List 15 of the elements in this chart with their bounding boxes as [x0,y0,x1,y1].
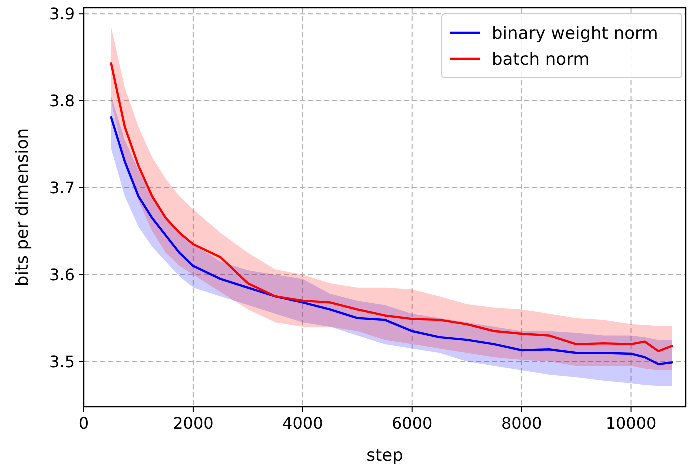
x-tick-label: 0 [78,414,90,433]
y-tick-label: 3.5 [50,352,75,372]
x-tick-label: 10000 [606,414,657,433]
y-tick-label: 3.6 [50,265,75,284]
x-tick-label: 6000 [392,414,433,433]
legend-label: batch norm [492,50,590,70]
y-tick-label: 3.7 [50,178,75,198]
x-tick-label: 8000 [501,414,542,433]
x-tick-label: 4000 [282,414,324,433]
x-axis-title: step [366,446,404,466]
y-tick-label: 3.9 [50,4,75,24]
y-axis-title: bits per dimension [13,128,33,287]
y-tick-label: 3.8 [50,92,75,111]
x-tick-label: 2000 [173,414,214,433]
legend-label: binary weight norm [492,24,658,44]
